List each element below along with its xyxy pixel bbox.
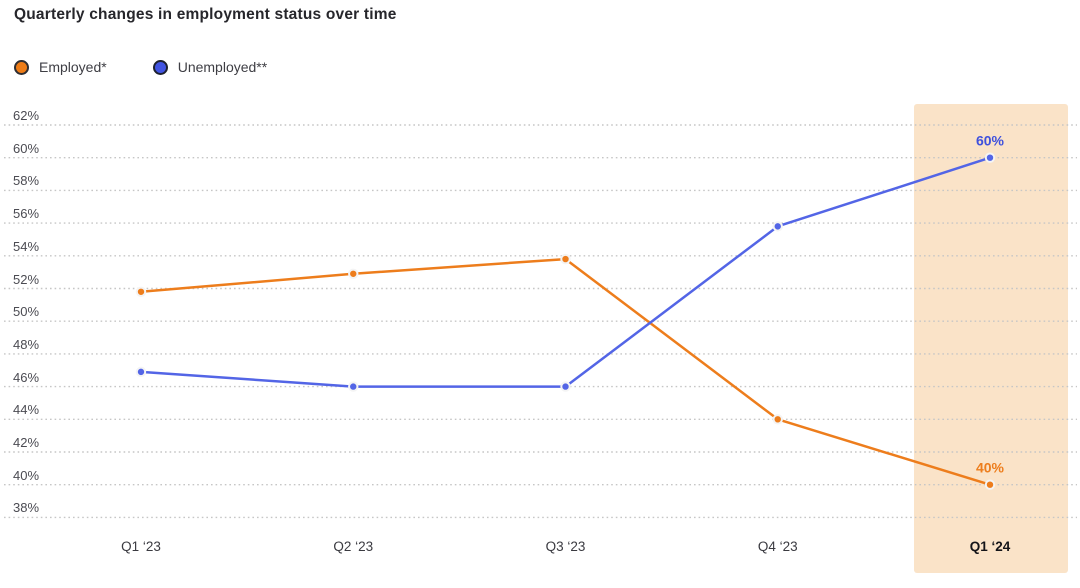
x-axis-tick-label: Q1 ‘23	[121, 539, 161, 554]
series-line	[139, 257, 992, 486]
x-axis-tick-label: Q2 ‘23	[333, 539, 374, 554]
data-point	[560, 253, 571, 265]
legend-item-label: Employed*	[39, 59, 107, 75]
y-axis-tick-label: 42%	[13, 435, 40, 450]
data-point	[348, 268, 359, 279]
data-point	[772, 414, 783, 425]
point-value-label: 40%	[976, 460, 1005, 476]
data-point	[348, 381, 359, 392]
x-axis-tick-label: Q1 ‘24	[969, 539, 1011, 554]
y-axis-tick-label: 54%	[13, 238, 40, 254]
y-axis-tick-label: 40%	[13, 467, 40, 483]
data-point	[560, 381, 571, 392]
y-axis-tick-label: 50%	[13, 304, 40, 320]
employed-series-dot-icon	[14, 59, 29, 75]
highlight-band-q1-24	[914, 104, 1068, 573]
data-point	[772, 221, 783, 232]
data-point	[984, 479, 996, 490]
y-axis-tick-label: 58%	[13, 173, 40, 189]
legend-item-label: Unemployed**	[177, 59, 268, 75]
y-axis-tick-label: 56%	[13, 206, 40, 222]
y-axis-tick-label: 60%	[13, 140, 40, 156]
unemployed-series-dot-icon	[152, 59, 168, 75]
legend-item-employed: Employed*	[14, 59, 107, 75]
legend: Employed* Unemployed**	[14, 59, 267, 75]
y-axis-tick-label: 38%	[13, 500, 40, 516]
y-axis-tick-label: 48%	[13, 336, 40, 352]
data-point	[135, 286, 147, 297]
y-axis-tick-label: 62%	[13, 108, 40, 123]
x-axis-tick-label: Q4 ‘23	[757, 539, 798, 554]
legend-item-unemployed: Unemployed**	[152, 59, 268, 75]
data-point	[984, 152, 996, 163]
page-title: Quarterly changes in employment status o…	[14, 6, 397, 23]
x-axis-tick-label: Q3 ‘23	[545, 539, 586, 554]
y-axis-tick-label: 52%	[13, 271, 40, 287]
data-point	[135, 366, 147, 378]
series-line	[139, 156, 992, 388]
y-axis-tick-label: 44%	[13, 402, 40, 418]
point-value-label: 60%	[976, 133, 1005, 149]
y-axis-tick-label: 46%	[13, 369, 40, 385]
